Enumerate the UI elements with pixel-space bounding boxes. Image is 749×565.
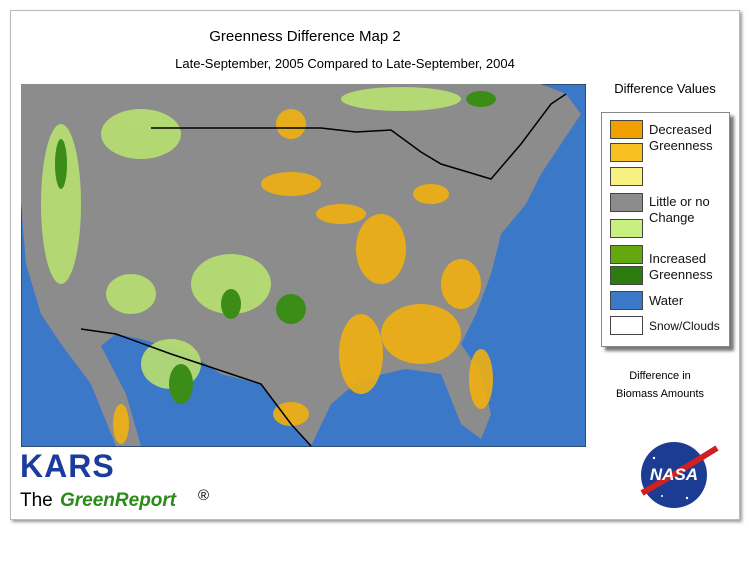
decrease-patches <box>113 109 493 444</box>
legend-swatch <box>610 245 643 264</box>
legend-label: Little or no Change <box>649 194 710 225</box>
legend-label: Snow/Clouds <box>649 319 720 333</box>
legend-swatch <box>610 120 643 139</box>
strong-increase-patches <box>55 91 496 404</box>
brand-the: The <box>20 490 53 511</box>
legend-swatch <box>610 316 643 335</box>
subtitle: Late-September, 2005 Compared to Late-Se… <box>175 56 515 71</box>
legend-label: Decreased Greenness <box>649 122 713 153</box>
border-south <box>80 328 312 447</box>
legend-label: Increased Greenness <box>649 251 713 282</box>
note: Difference in Biomass Amounts <box>615 370 705 400</box>
map <box>21 84 586 447</box>
legend-swatch <box>610 266 643 285</box>
nasa-logo: NASA <box>640 442 719 508</box>
legend-swatch <box>610 143 643 162</box>
legend-swatch <box>610 167 643 186</box>
brand-greenreport: GreenReport <box>60 490 177 511</box>
brand-registered: ® <box>198 487 210 504</box>
title: Greenness Difference Map 2 <box>209 28 401 45</box>
kars-logo: KARS <box>20 448 115 484</box>
nasa-text: NASA <box>650 465 698 484</box>
legend-swatch <box>610 291 643 310</box>
legend-label: Water <box>649 293 684 308</box>
border-north <box>151 93 567 180</box>
legend-title: Difference Values <box>614 81 716 96</box>
legend: Decreased Greenness Little or no Change In… <box>601 112 730 347</box>
legend-swatch <box>610 193 643 212</box>
legend-swatch <box>610 219 643 238</box>
